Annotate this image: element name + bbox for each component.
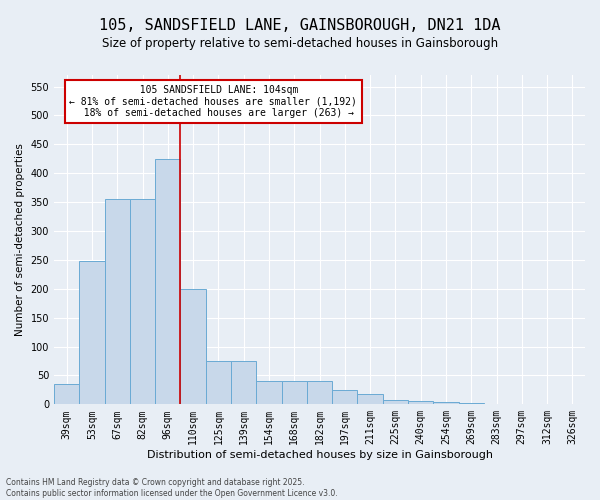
Bar: [54, 384, 79, 404]
Bar: [307, 381, 332, 404]
Bar: [408, 402, 433, 404]
Bar: [206, 361, 231, 405]
Bar: [383, 400, 408, 404]
Bar: [181, 289, 206, 405]
Bar: [458, 403, 484, 404]
Bar: [256, 381, 281, 404]
Bar: [332, 390, 358, 404]
Bar: [281, 381, 307, 404]
Bar: [433, 402, 458, 404]
X-axis label: Distribution of semi-detached houses by size in Gainsborough: Distribution of semi-detached houses by …: [146, 450, 493, 460]
Bar: [79, 261, 104, 404]
Bar: [104, 199, 130, 404]
Bar: [130, 199, 155, 404]
Text: Size of property relative to semi-detached houses in Gainsborough: Size of property relative to semi-detach…: [102, 38, 498, 51]
Text: Contains HM Land Registry data © Crown copyright and database right 2025.
Contai: Contains HM Land Registry data © Crown c…: [6, 478, 338, 498]
Bar: [155, 159, 181, 404]
Y-axis label: Number of semi-detached properties: Number of semi-detached properties: [15, 143, 25, 336]
Text: 105 SANDSFIELD LANE: 104sqm
← 81% of semi-detached houses are smaller (1,192)
  : 105 SANDSFIELD LANE: 104sqm ← 81% of sem…: [70, 85, 357, 118]
Text: 105, SANDSFIELD LANE, GAINSBOROUGH, DN21 1DA: 105, SANDSFIELD LANE, GAINSBOROUGH, DN21…: [99, 18, 501, 32]
Bar: [231, 361, 256, 405]
Bar: [358, 394, 383, 404]
